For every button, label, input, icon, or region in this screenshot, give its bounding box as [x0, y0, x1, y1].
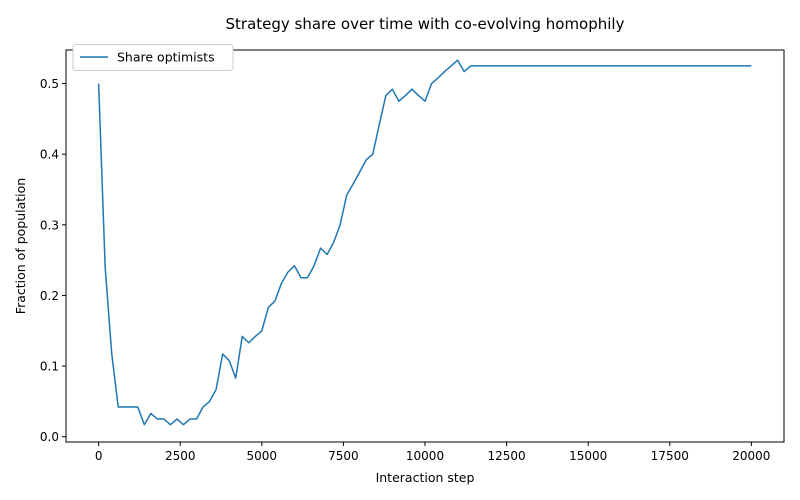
plot-area [97, 59, 752, 426]
x-axis-label: Interaction step [376, 470, 475, 485]
y-tick-label: 0.1 [40, 360, 59, 374]
y-tick-label: 0.2 [40, 289, 59, 303]
x-tick-label: 15000 [569, 449, 607, 463]
x-tick-label: 7500 [328, 449, 359, 463]
x-tick-label: 0 [95, 449, 103, 463]
x-axis: 0 2500 5000 7500 10000 12500 15000 17500 20000 [95, 442, 770, 463]
x-tick-label: 10000 [406, 449, 444, 463]
y-axis-label: Fraction of population [13, 178, 28, 314]
y-tick-label: 0.0 [40, 430, 59, 444]
y-tick-label: 0.4 [40, 148, 59, 162]
x-tick-label: 20000 [732, 449, 770, 463]
y-axis: 0.0 0.1 0.2 0.3 0.4 0.5 [40, 77, 66, 444]
series-line-0 [97, 59, 752, 426]
legend-box [72, 44, 234, 71]
chart-title: Strategy share over time with co-evolvin… [226, 15, 625, 33]
legend: Share optimists [72, 44, 234, 71]
legend-label-share-optimists: Share optimists [117, 50, 215, 65]
x-tick-label: 12500 [487, 449, 525, 463]
x-tick-label: 17500 [651, 449, 689, 463]
y-tick-label: 0.3 [40, 218, 59, 232]
x-tick-label: 5000 [247, 449, 278, 463]
y-tick-label: 0.5 [40, 77, 59, 91]
x-tick-label: 2500 [165, 449, 196, 463]
